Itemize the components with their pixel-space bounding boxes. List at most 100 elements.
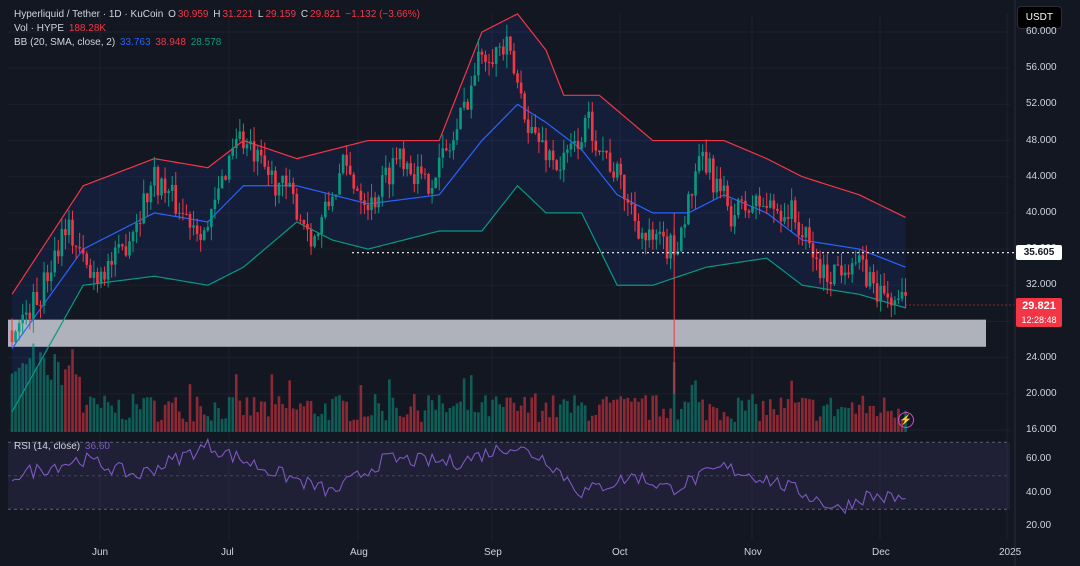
volume-bar <box>583 405 587 432</box>
price-tick-label: 20.000 <box>1026 387 1057 399</box>
volume-bar <box>815 420 818 432</box>
candle-body <box>662 231 665 237</box>
candle-body <box>879 285 882 302</box>
volume-bar <box>81 412 85 432</box>
candle-body <box>96 272 99 284</box>
time-tick-label: Jun <box>92 547 109 558</box>
price-tick-label: 52.000 <box>1026 98 1057 110</box>
legend-bb-upper: 38.948 <box>155 37 186 48</box>
volume-bar <box>388 379 391 432</box>
lightning-icon[interactable]: ⚡ <box>898 412 914 428</box>
legend-high-label: H <box>213 9 221 20</box>
volume-bar <box>448 408 452 432</box>
candle-body <box>348 165 352 175</box>
candle-body <box>163 178 167 194</box>
candle-body <box>384 167 388 176</box>
candle-body <box>74 245 78 247</box>
volume-bar <box>736 397 740 432</box>
candle <box>857 248 861 270</box>
volume-bar <box>341 400 345 432</box>
volume-bar <box>302 406 306 432</box>
candle-body <box>754 195 758 207</box>
candle-body <box>569 143 573 150</box>
candle <box>452 131 455 160</box>
candle <box>149 181 153 210</box>
candle <box>113 240 117 277</box>
bollinger-upper-line <box>11 13 906 295</box>
candle-body <box>904 292 907 296</box>
candle <box>313 234 316 249</box>
candle-body <box>113 247 117 265</box>
time-tick-label: Nov <box>744 547 762 558</box>
candle-body <box>722 185 726 192</box>
volume-bar <box>331 398 334 432</box>
candle <box>178 202 181 220</box>
candle <box>740 195 744 210</box>
candle-body <box>758 195 761 207</box>
candle-body <box>210 208 213 228</box>
legend-bb: BB (20, SMA, close, 2) 33.763 38.948 28.… <box>14 37 223 49</box>
currency-selector[interactable]: USDT <box>1016 6 1062 29</box>
candle <box>526 106 530 144</box>
candle <box>259 139 263 164</box>
candle <box>665 228 669 265</box>
candle-body <box>178 212 181 214</box>
volume-bar <box>163 404 167 432</box>
legend-vol-label: Vol · HYPE <box>14 23 65 34</box>
candle-body <box>580 142 583 149</box>
legend-bb-label: BB (20, SMA, close, 2) <box>14 37 116 48</box>
candle-body <box>412 174 416 185</box>
candle <box>865 245 868 288</box>
volume-bar <box>665 418 669 432</box>
candle <box>92 260 96 290</box>
candle <box>320 214 324 248</box>
volume-bar <box>761 400 765 432</box>
candle <box>854 250 858 266</box>
volume-bar <box>843 407 847 432</box>
candle <box>566 144 569 163</box>
candle <box>384 155 388 183</box>
volume-bar <box>534 393 537 432</box>
volume-bar <box>462 378 466 432</box>
volume-bar <box>227 396 231 432</box>
candle-body <box>854 262 858 264</box>
volume-bar <box>573 395 576 432</box>
candle-body <box>623 174 626 200</box>
candle-body <box>861 255 865 260</box>
candle <box>306 212 309 242</box>
candle-body <box>49 272 53 282</box>
volume-bar <box>719 420 722 432</box>
volume-bar <box>174 397 178 432</box>
candle <box>348 152 352 176</box>
volume-bar <box>811 399 815 432</box>
volume-bar <box>833 416 836 432</box>
candle <box>327 191 331 211</box>
volume-bar <box>501 406 505 432</box>
candle-body <box>509 36 512 51</box>
volume-bar <box>430 400 434 432</box>
candle-body <box>459 107 462 130</box>
candle <box>637 213 640 240</box>
candle <box>331 192 334 212</box>
candle-body <box>259 149 263 156</box>
candle <box>323 193 327 220</box>
candle-body <box>448 150 452 152</box>
candle <box>238 118 242 142</box>
candle <box>32 283 35 333</box>
time-tick-label: Oct <box>612 547 628 558</box>
volume-bar <box>398 416 402 432</box>
volume-bar <box>380 410 384 432</box>
candle <box>249 128 252 151</box>
rsi-line <box>11 437 906 515</box>
volume-bar <box>89 396 92 432</box>
candle-body <box>733 215 736 227</box>
candle <box>679 226 683 252</box>
candle-body <box>822 264 825 279</box>
candle <box>202 227 206 241</box>
candle-body <box>170 184 174 192</box>
candle <box>765 192 769 215</box>
candle <box>882 273 886 296</box>
candle <box>893 296 897 315</box>
volume-bar <box>110 405 113 432</box>
